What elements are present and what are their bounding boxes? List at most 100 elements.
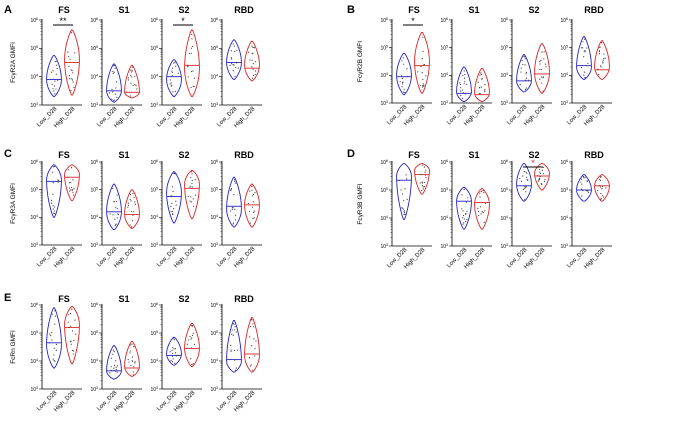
data-point xyxy=(253,338,255,340)
data-point xyxy=(600,192,602,195)
y-tick-label: 105 xyxy=(150,186,158,193)
data-point xyxy=(70,181,72,184)
data-point xyxy=(538,168,541,170)
data-point xyxy=(420,65,422,68)
significance-label: ** xyxy=(59,16,67,26)
data-point xyxy=(253,46,255,49)
data-point xyxy=(479,93,481,95)
data-point xyxy=(114,225,116,227)
data-point xyxy=(254,355,256,357)
data-point xyxy=(460,90,462,92)
violin-high xyxy=(184,169,200,220)
data-point xyxy=(48,342,51,344)
data-point xyxy=(541,183,543,186)
data-point xyxy=(112,72,114,75)
data-point xyxy=(400,189,402,191)
data-point xyxy=(234,329,236,331)
y-tick-label: 106 xyxy=(380,17,388,24)
data-point xyxy=(464,93,466,95)
y-tick-label: 103 xyxy=(30,386,38,393)
data-point xyxy=(130,82,132,85)
data-point xyxy=(463,77,466,79)
y-tick-label: 105 xyxy=(30,186,38,193)
data-point xyxy=(173,338,175,340)
data-point xyxy=(231,329,233,331)
panel-letter: A xyxy=(4,4,12,16)
data-point xyxy=(462,92,465,94)
data-point xyxy=(521,60,523,62)
y-tick-label: 103 xyxy=(210,242,218,249)
data-point xyxy=(127,79,130,81)
y-tick-label: 105 xyxy=(440,44,448,51)
y-axis-label: FcγR3A GMFI xyxy=(10,183,17,224)
data-point xyxy=(54,310,56,312)
subplot-title: FS xyxy=(58,150,70,160)
data-point xyxy=(479,74,481,76)
data-point xyxy=(252,217,254,220)
y-tick-label: 105 xyxy=(210,330,218,337)
y-tick-label: 103 xyxy=(30,102,38,109)
data-point xyxy=(233,349,236,352)
data-point xyxy=(539,78,541,80)
data-point xyxy=(53,359,55,362)
data-point xyxy=(112,353,114,355)
data-point xyxy=(525,187,527,189)
data-point xyxy=(115,366,117,368)
data-point xyxy=(478,214,480,217)
data-point xyxy=(232,334,234,336)
data-point xyxy=(425,177,427,179)
data-point xyxy=(477,81,479,83)
data-point xyxy=(523,170,525,173)
data-point xyxy=(462,223,464,225)
data-point xyxy=(234,369,237,371)
data-point xyxy=(587,191,590,194)
significance-label: * xyxy=(531,158,535,168)
data-point xyxy=(230,189,232,192)
subplot-title: S2 xyxy=(178,150,189,160)
data-point xyxy=(71,79,74,81)
data-point xyxy=(115,206,117,208)
data-point xyxy=(403,212,405,214)
y-tick-label: 105 xyxy=(30,45,38,52)
data-point xyxy=(477,210,479,213)
violin-low xyxy=(516,54,532,93)
data-point xyxy=(580,66,583,69)
data-point xyxy=(584,176,586,179)
data-point xyxy=(582,190,584,192)
y-tick-label: 105 xyxy=(440,187,448,194)
data-point xyxy=(69,58,71,60)
data-point xyxy=(230,50,232,52)
data-point xyxy=(249,222,251,224)
data-point xyxy=(599,65,602,67)
data-point xyxy=(480,72,482,74)
data-point xyxy=(582,41,584,43)
data-point xyxy=(68,182,71,184)
data-point xyxy=(193,343,195,346)
data-point xyxy=(110,357,113,359)
data-point xyxy=(249,190,251,192)
data-point xyxy=(603,53,605,55)
data-point xyxy=(112,349,114,351)
data-point xyxy=(132,371,134,373)
violin-high xyxy=(414,32,430,94)
data-point xyxy=(194,77,196,79)
data-point xyxy=(68,190,71,192)
y-tick-label: 105 xyxy=(560,44,568,51)
data-point xyxy=(190,70,193,73)
subplot-title: FS xyxy=(58,5,70,15)
y-tick-label: 103 xyxy=(150,386,158,393)
data-point xyxy=(423,63,426,66)
data-point xyxy=(600,42,603,44)
y-tick-label: 104 xyxy=(210,73,218,80)
data-point xyxy=(252,195,254,197)
violin-high xyxy=(64,305,80,365)
data-point xyxy=(191,363,193,366)
data-point xyxy=(71,349,74,351)
data-point xyxy=(539,63,541,65)
violin-high xyxy=(474,188,490,230)
data-point xyxy=(601,185,604,187)
y-tick-label: 104 xyxy=(150,358,158,365)
